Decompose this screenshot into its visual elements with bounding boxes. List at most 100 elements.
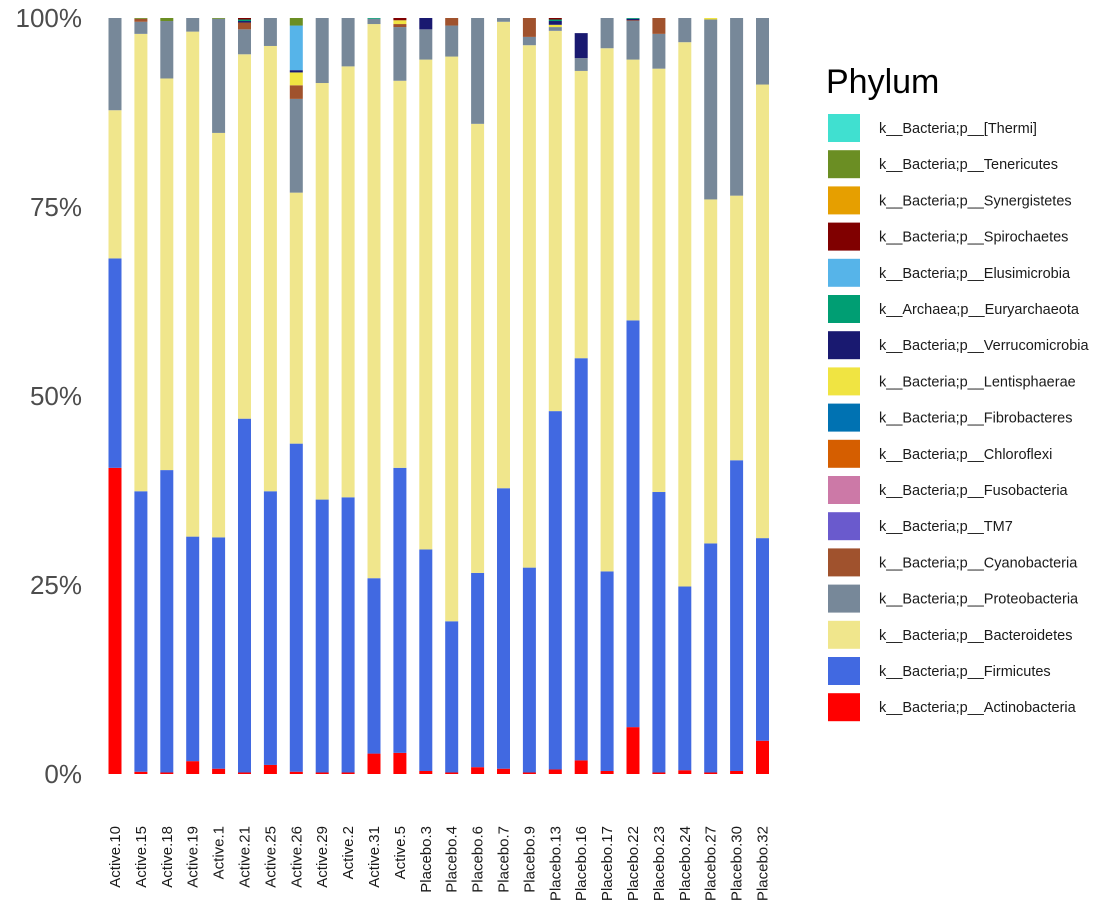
bar-stack [367,18,381,774]
legend-swatch [828,657,860,685]
bar-segment [108,18,122,111]
bar-segment [574,70,588,359]
legend-item: k__Bacteria;p__Firmicutes [828,657,1051,685]
bar-segment [289,443,303,772]
bar-segment [756,538,769,741]
legend-item: k__Bacteria;p__Elusimicrobia [828,258,1071,287]
x-tick-label: Placebo.16 [573,826,590,901]
y-axis: 0% 25% 50% 75% 100% [16,3,83,789]
bar-segment [263,764,277,774]
bar-segment [393,18,407,21]
bar-segment [393,27,407,81]
bar-segment [522,45,536,568]
bar-segment [548,30,562,412]
x-axis: Active.10 Active.15 Active.18 Active.19 Acti… [107,826,772,901]
x-tick-label: Placebo.6 [470,826,487,893]
bar-segment [238,18,251,20]
bar-segment [445,25,459,57]
legend-swatch [828,222,860,251]
legend-label: k__Bacteria;p__Chloroflexi [879,447,1052,463]
x-tick-label: Placebo.4 [444,826,461,893]
legend-item: k__Bacteria;p__Actinobacteria [828,693,1077,722]
bar-segment [238,418,251,773]
legend-item: k__Bacteria;p__Spirochaetes [828,222,1068,251]
legend-swatch [828,620,860,649]
legend-label: k__Bacteria;p__Synergistetes [879,193,1072,209]
x-tick-label: Active.21 [237,826,254,888]
bar-segment [289,25,303,71]
bar-segment [445,18,459,26]
bar-segment [600,48,614,572]
bar-segment [289,18,303,26]
bar-segment [678,42,692,587]
x-tick-label: Placebo.13 [547,826,564,901]
bar-segment [186,761,200,774]
bar-segment [108,110,122,259]
bar-stack [678,18,692,774]
x-tick-label: Placebo.24 [677,826,694,901]
bar-segment [678,770,692,774]
bar-segment [263,18,277,46]
bar-segment [238,21,251,23]
bar-segment [548,411,562,770]
bar-segment [652,33,666,69]
bar-segment [289,98,303,193]
bar-stack [186,18,200,774]
bar-segment [445,621,459,773]
legend-item: k__Bacteria;p__Proteobacteria [828,584,1079,613]
legend-label: k__Bacteria;p__Elusimicrobia [879,266,1071,282]
bar-stack [730,18,744,774]
bar-segment [548,21,562,25]
bar-segment [419,770,433,774]
x-tick-label: Active.2 [340,826,357,879]
bar-segment [160,18,174,22]
x-tick-label: Placebo.17 [599,826,616,901]
legend-swatch [828,114,860,142]
legend-swatch [828,512,860,541]
bar-segment [522,567,536,773]
bar-segment [678,586,692,771]
bar-segment [419,18,433,30]
bar-segment [522,18,536,37]
bar-segment [393,752,407,774]
bar-segment [548,24,562,28]
bar-stack [134,18,148,774]
bar-segment [160,78,174,471]
bar-segment [652,772,666,774]
x-tick-label: Active.31 [366,826,383,888]
bar-segment [471,123,485,573]
y-tick-label: 75% [30,192,82,222]
x-tick-label: Active.18 [159,826,176,888]
bar-segment [704,18,718,20]
bar-segment [497,21,510,489]
bar-segment [548,19,562,22]
bar-stack [108,18,122,774]
bar-segment [445,56,459,622]
bar-segment [315,499,329,773]
legend-swatch [828,548,860,577]
bar-segment [678,18,692,43]
bar-stack [393,18,407,774]
x-tick-label: Placebo.7 [496,826,513,893]
x-tick-label: Active.26 [288,826,305,888]
x-tick-label: Active.15 [133,826,150,888]
bar-stack [289,18,303,774]
bar-segment [238,19,251,22]
bars [108,18,769,774]
bar-segment [471,572,485,768]
x-tick-label: Active.10 [107,826,124,888]
bar-stack [419,18,433,774]
bar-segment [393,467,407,753]
bar-segment [600,18,614,49]
bar-segment [471,18,485,124]
legend-swatch [828,439,860,468]
x-tick-label: Placebo.27 [703,826,720,901]
bar-segment [704,199,718,544]
bar-segment [263,45,277,492]
bar-segment [367,578,381,754]
legend-title: Phylum [826,63,939,101]
x-tick-label: Active.19 [185,826,202,888]
bar-segment [186,18,200,32]
bar-segment [756,740,769,774]
